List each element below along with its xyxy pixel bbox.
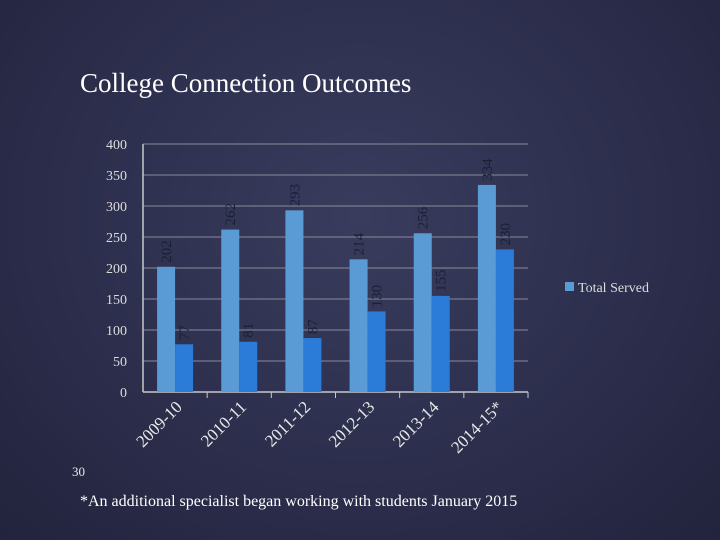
bar — [413, 233, 432, 392]
data-label: 202 — [159, 240, 175, 263]
bar — [303, 338, 322, 392]
data-label: 230 — [498, 223, 514, 245]
x-tick-label: 2013-14 — [389, 397, 443, 451]
x-tick-label: 2014-15* — [447, 397, 507, 457]
x-tick-label: 2010-11 — [197, 397, 250, 450]
y-tick-label: 50 — [113, 355, 127, 370]
data-label: 155 — [434, 269, 450, 292]
y-tick-label: 350 — [106, 169, 127, 184]
bar — [157, 266, 176, 392]
data-label: 293 — [287, 184, 303, 207]
y-tick-label: 200 — [106, 262, 127, 277]
y-tick-label: 150 — [106, 293, 127, 308]
bar — [221, 229, 240, 392]
bar — [349, 259, 368, 392]
bar — [175, 344, 194, 392]
legend-swatch — [565, 282, 574, 291]
y-tick-label: 250 — [106, 231, 127, 246]
y-tick-label: 300 — [106, 200, 127, 215]
bar — [431, 295, 450, 392]
data-label: 87 — [305, 319, 321, 335]
bar — [495, 249, 514, 392]
x-tick-label: 2012-13 — [325, 397, 379, 451]
x-tick-label: 2011-12 — [261, 397, 314, 450]
y-tick-label: 0 — [120, 386, 127, 401]
bar — [285, 210, 304, 392]
data-label: 256 — [416, 206, 432, 229]
legend-label: Total Served — [578, 281, 649, 296]
bar — [239, 341, 258, 392]
bar — [477, 184, 496, 392]
data-label: 77 — [177, 325, 193, 341]
x-tick-label: 2009-10 — [132, 397, 186, 451]
y-tick-label: 400 — [106, 138, 127, 153]
data-label: 130 — [370, 285, 386, 308]
footnote: *An additional specialist began working … — [80, 493, 517, 510]
data-label: 262 — [223, 203, 239, 226]
data-label: 214 — [352, 232, 368, 255]
data-label: 81 — [241, 323, 257, 338]
bar — [367, 311, 386, 392]
slide-number: 30 — [72, 464, 85, 479]
chart-title: College Connection Outcomes — [80, 68, 411, 98]
y-tick-label: 100 — [106, 324, 127, 339]
data-label: 334 — [480, 158, 496, 181]
